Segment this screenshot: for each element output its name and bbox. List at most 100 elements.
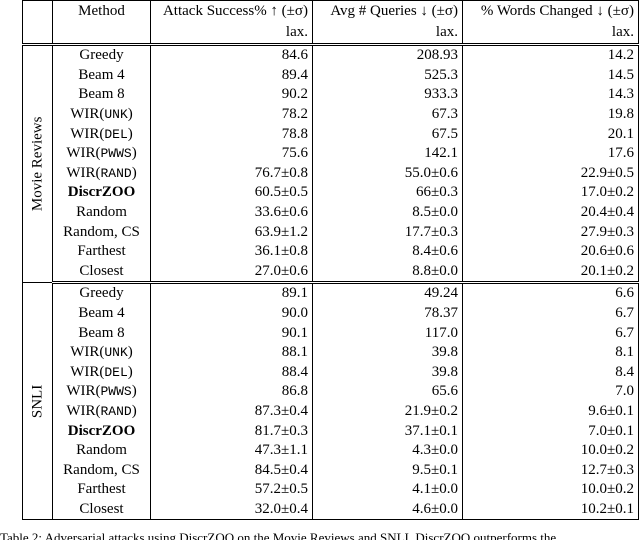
method-cell: Greedy (52, 282, 151, 304)
value-cell: 10.0±0.2 (462, 480, 639, 500)
method-cell: Closest (52, 499, 151, 520)
value-cell: 88.4 (150, 362, 313, 383)
value-cell: 142.1 (312, 143, 463, 164)
value-cell: 17.7±0.3 (312, 222, 463, 242)
value-cell: 89.1 (150, 282, 313, 304)
value-cell: 12.7±0.3 (462, 460, 639, 481)
value-cell: 10.0±0.2 (462, 440, 639, 461)
value-cell: 20.1±0.2 (462, 261, 639, 285)
row: WIR(RAND) 76.7±0.8 55.0±0.6 22.9±0.5 (23, 163, 639, 184)
method-cell: Greedy (52, 44, 151, 66)
value-cell: 67.5 (312, 124, 463, 144)
method-cell: WIR(RAND) (52, 401, 151, 422)
empty-cell (22, 22, 53, 46)
row: lax. lax. lax. (22, 22, 639, 46)
value-cell: 117.0 (312, 323, 463, 343)
value-cell: 19.8 (462, 104, 639, 125)
value-cell: 14.2 (462, 44, 639, 66)
value-cell: 8.4±0.6 (312, 241, 463, 262)
subheader-cell: lax. (462, 22, 639, 46)
value-cell: 49.24 (312, 282, 463, 304)
subheader-cell: lax. (312, 22, 463, 46)
value-cell: 78.37 (312, 303, 463, 324)
value-cell: 86.8 (150, 382, 313, 402)
method-cell: Random, CS (52, 222, 151, 242)
value-cell: 67.3 (312, 104, 463, 125)
value-cell: 4.1±0.0 (312, 480, 463, 500)
value-cell: 208.93 (312, 44, 463, 66)
row: WIR(UNK) 88.1 39.8 8.1 (23, 342, 639, 363)
row: Random 33.6±0.6 8.5±0.0 20.4±0.4 (23, 202, 639, 223)
row: Beam 4 90.0 78.37 6.7 (23, 303, 639, 324)
empty-cell (52, 22, 151, 46)
header-cell: Avg # Queries ↓ (±σ) (312, 0, 463, 22)
method-cell: WIR(RAND) (52, 163, 151, 184)
value-cell: 27.0±0.6 (150, 261, 313, 285)
value-cell: 87.3±0.4 (150, 401, 313, 422)
method-cell: WIR(PWWS) (52, 143, 151, 164)
row: WIR(DEL) 88.4 39.8 8.4 (23, 362, 639, 383)
value-cell: 20.4±0.4 (462, 202, 639, 223)
section-label: SNLI (22, 282, 53, 520)
method-cell: DiscrZOO (52, 183, 151, 203)
results-table: Method Attack Success% ↑ (±σ) Avg # Querie… (22, 0, 639, 521)
value-cell: 36.1±0.8 (150, 241, 313, 262)
value-cell: 20.6±0.6 (462, 241, 639, 262)
value-cell: 90.0 (150, 303, 313, 324)
method-cell: Random (52, 202, 151, 223)
row: WIR(PWWS) 86.8 65.6 7.0 (23, 382, 639, 402)
subheader-cell: lax. (150, 22, 313, 46)
method-cell: WIR(UNK) (52, 104, 151, 125)
value-cell: 22.9±0.5 (462, 163, 639, 184)
row: Closest 27.0±0.6 8.8±0.0 20.1±0.2 (23, 261, 639, 285)
value-cell: 17.0±0.2 (462, 183, 639, 203)
value-cell: 8.8±0.0 (312, 261, 463, 285)
value-cell: 89.4 (150, 65, 313, 86)
value-cell: 39.8 (312, 342, 463, 363)
value-cell: 6.7 (462, 303, 639, 324)
value-cell: 88.1 (150, 342, 313, 363)
value-cell: 17.6 (462, 143, 639, 164)
value-cell: 8.4 (462, 362, 639, 383)
value-cell: 4.3±0.0 (312, 440, 463, 461)
method-cell: Beam 8 (52, 323, 151, 343)
value-cell: 27.9±0.3 (462, 222, 639, 242)
value-cell: 78.2 (150, 104, 313, 125)
value-cell: 78.8 (150, 124, 313, 144)
value-cell: 90.1 (150, 323, 313, 343)
method-cell: Random, CS (52, 460, 151, 481)
header-cell: Attack Success% ↑ (±σ) (150, 0, 313, 22)
row: WIR(DEL) 78.8 67.5 20.1 (23, 124, 639, 144)
value-cell: 84.6 (150, 44, 313, 66)
value-cell: 65.6 (312, 382, 463, 402)
row: Random 47.3±1.1 4.3±0.0 10.0±0.2 (23, 440, 639, 461)
value-cell: 933.3 (312, 85, 463, 105)
value-cell: 55.0±0.6 (312, 163, 463, 184)
value-cell: 84.5±0.4 (150, 460, 313, 481)
method-cell: Closest (52, 261, 151, 285)
row: Farthest 57.2±0.5 4.1±0.0 10.0±0.2 (23, 480, 639, 500)
method-cell: Farthest (52, 480, 151, 500)
value-cell: 6.6 (462, 282, 639, 304)
value-cell: 60.5±0.5 (150, 183, 313, 203)
row: Random, CS 84.5±0.4 9.5±0.1 12.7±0.3 (23, 460, 639, 481)
value-cell: 9.5±0.1 (312, 460, 463, 481)
row: Method Attack Success% ↑ (±σ) Avg # Querie… (22, 0, 639, 22)
value-cell: 6.7 (462, 323, 639, 343)
row: Farthest 36.1±0.8 8.4±0.6 20.6±0.6 (23, 241, 639, 262)
value-cell: 75.6 (150, 143, 313, 164)
header-cell: Method (52, 0, 151, 22)
empty-cell (22, 0, 53, 22)
value-cell: 525.3 (312, 65, 463, 86)
caption: Table 2: Adversarial attacks using Discr… (0, 530, 557, 540)
value-cell: 32.0±0.4 (150, 499, 313, 520)
value-cell: 9.6±0.1 (462, 401, 639, 422)
value-cell: 8.5±0.0 (312, 202, 463, 223)
method-cell: Farthest (52, 241, 151, 262)
value-cell: 47.3±1.1 (150, 440, 313, 461)
method-cell: WIR(PWWS) (52, 382, 151, 402)
method-cell: WIR(DEL) (52, 124, 151, 144)
method-cell: Beam 4 (52, 65, 151, 86)
value-cell: 4.6±0.0 (312, 499, 463, 520)
row: WIR(PWWS) 75.6 142.1 17.6 (23, 143, 639, 164)
